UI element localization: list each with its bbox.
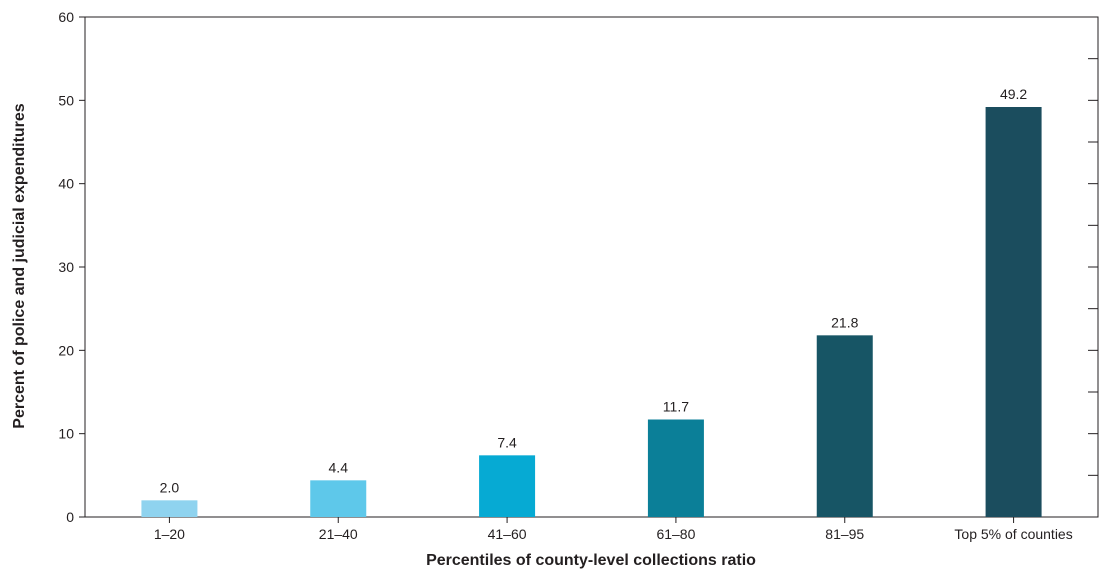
bars [141, 107, 1042, 517]
y-tick-label: 20 [58, 342, 74, 358]
bar-value-label: 2.0 [160, 479, 180, 495]
tick-labels: 0 10 20 30 40 50 60 1–20 21–40 41–60 61–80 81–95 Top… [58, 9, 1072, 542]
plot-frame [84, 16, 1099, 518]
y-tick-label: 30 [58, 259, 74, 275]
bar [310, 480, 367, 517]
bar-value-label: 11.7 [663, 399, 689, 415]
x-tick-label: 41–60 [488, 526, 527, 542]
bar-value-label: 21.8 [831, 314, 858, 330]
bar-value-label: 49.2 [1000, 86, 1027, 102]
bar [985, 107, 1042, 517]
x-axis-title: Percentiles of county-level collections … [426, 552, 756, 569]
y-tick-label: 60 [58, 9, 74, 25]
bar [141, 500, 198, 517]
axes [79, 16, 1099, 523]
y-tick-label: 10 [58, 426, 74, 442]
y-tick-label: 40 [58, 176, 74, 192]
x-tick-label: 21–40 [319, 526, 358, 542]
bar-value-label: 7.4 [497, 434, 517, 450]
x-tick-label: 81–95 [825, 526, 864, 542]
x-tick-label: Top 5% of counties [954, 526, 1072, 542]
bar [479, 455, 536, 517]
bar-value-label: 4.4 [329, 459, 349, 475]
y-tick-label: 0 [66, 509, 74, 525]
value-labels: 2.0 4.4 7.4 11.7 21.8 49.2 [160, 86, 1028, 495]
y-axis-title: Percent of police and judicial expenditu… [11, 103, 28, 429]
x-tick-label: 1–20 [154, 526, 185, 542]
bar [816, 335, 873, 517]
bar [647, 419, 704, 517]
y-tick-label: 50 [58, 92, 74, 108]
x-tick-label: 61–80 [656, 526, 695, 542]
